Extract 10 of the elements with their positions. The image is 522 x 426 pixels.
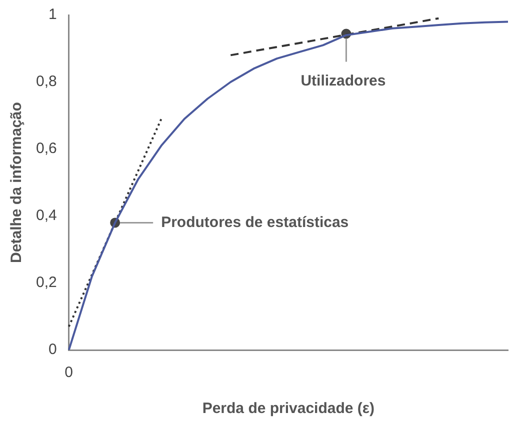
annotation: Utilizadores — [300, 72, 386, 90]
y-tick-label: 1 — [48, 6, 57, 24]
y-tick-label: 0,6 — [36, 140, 57, 158]
y-axis-title: Detalhe da informação — [8, 102, 26, 263]
y-tick-label: 0,2 — [36, 274, 57, 292]
annotation: Produtores de estatísticas — [161, 214, 349, 231]
x-axis-title: Perda de privacidade (ε) — [202, 400, 375, 418]
y-tick-label: 0,8 — [36, 73, 57, 90]
y-tick-label: 0 — [48, 341, 57, 358]
y-tick-label: 0,4 — [36, 207, 57, 224]
